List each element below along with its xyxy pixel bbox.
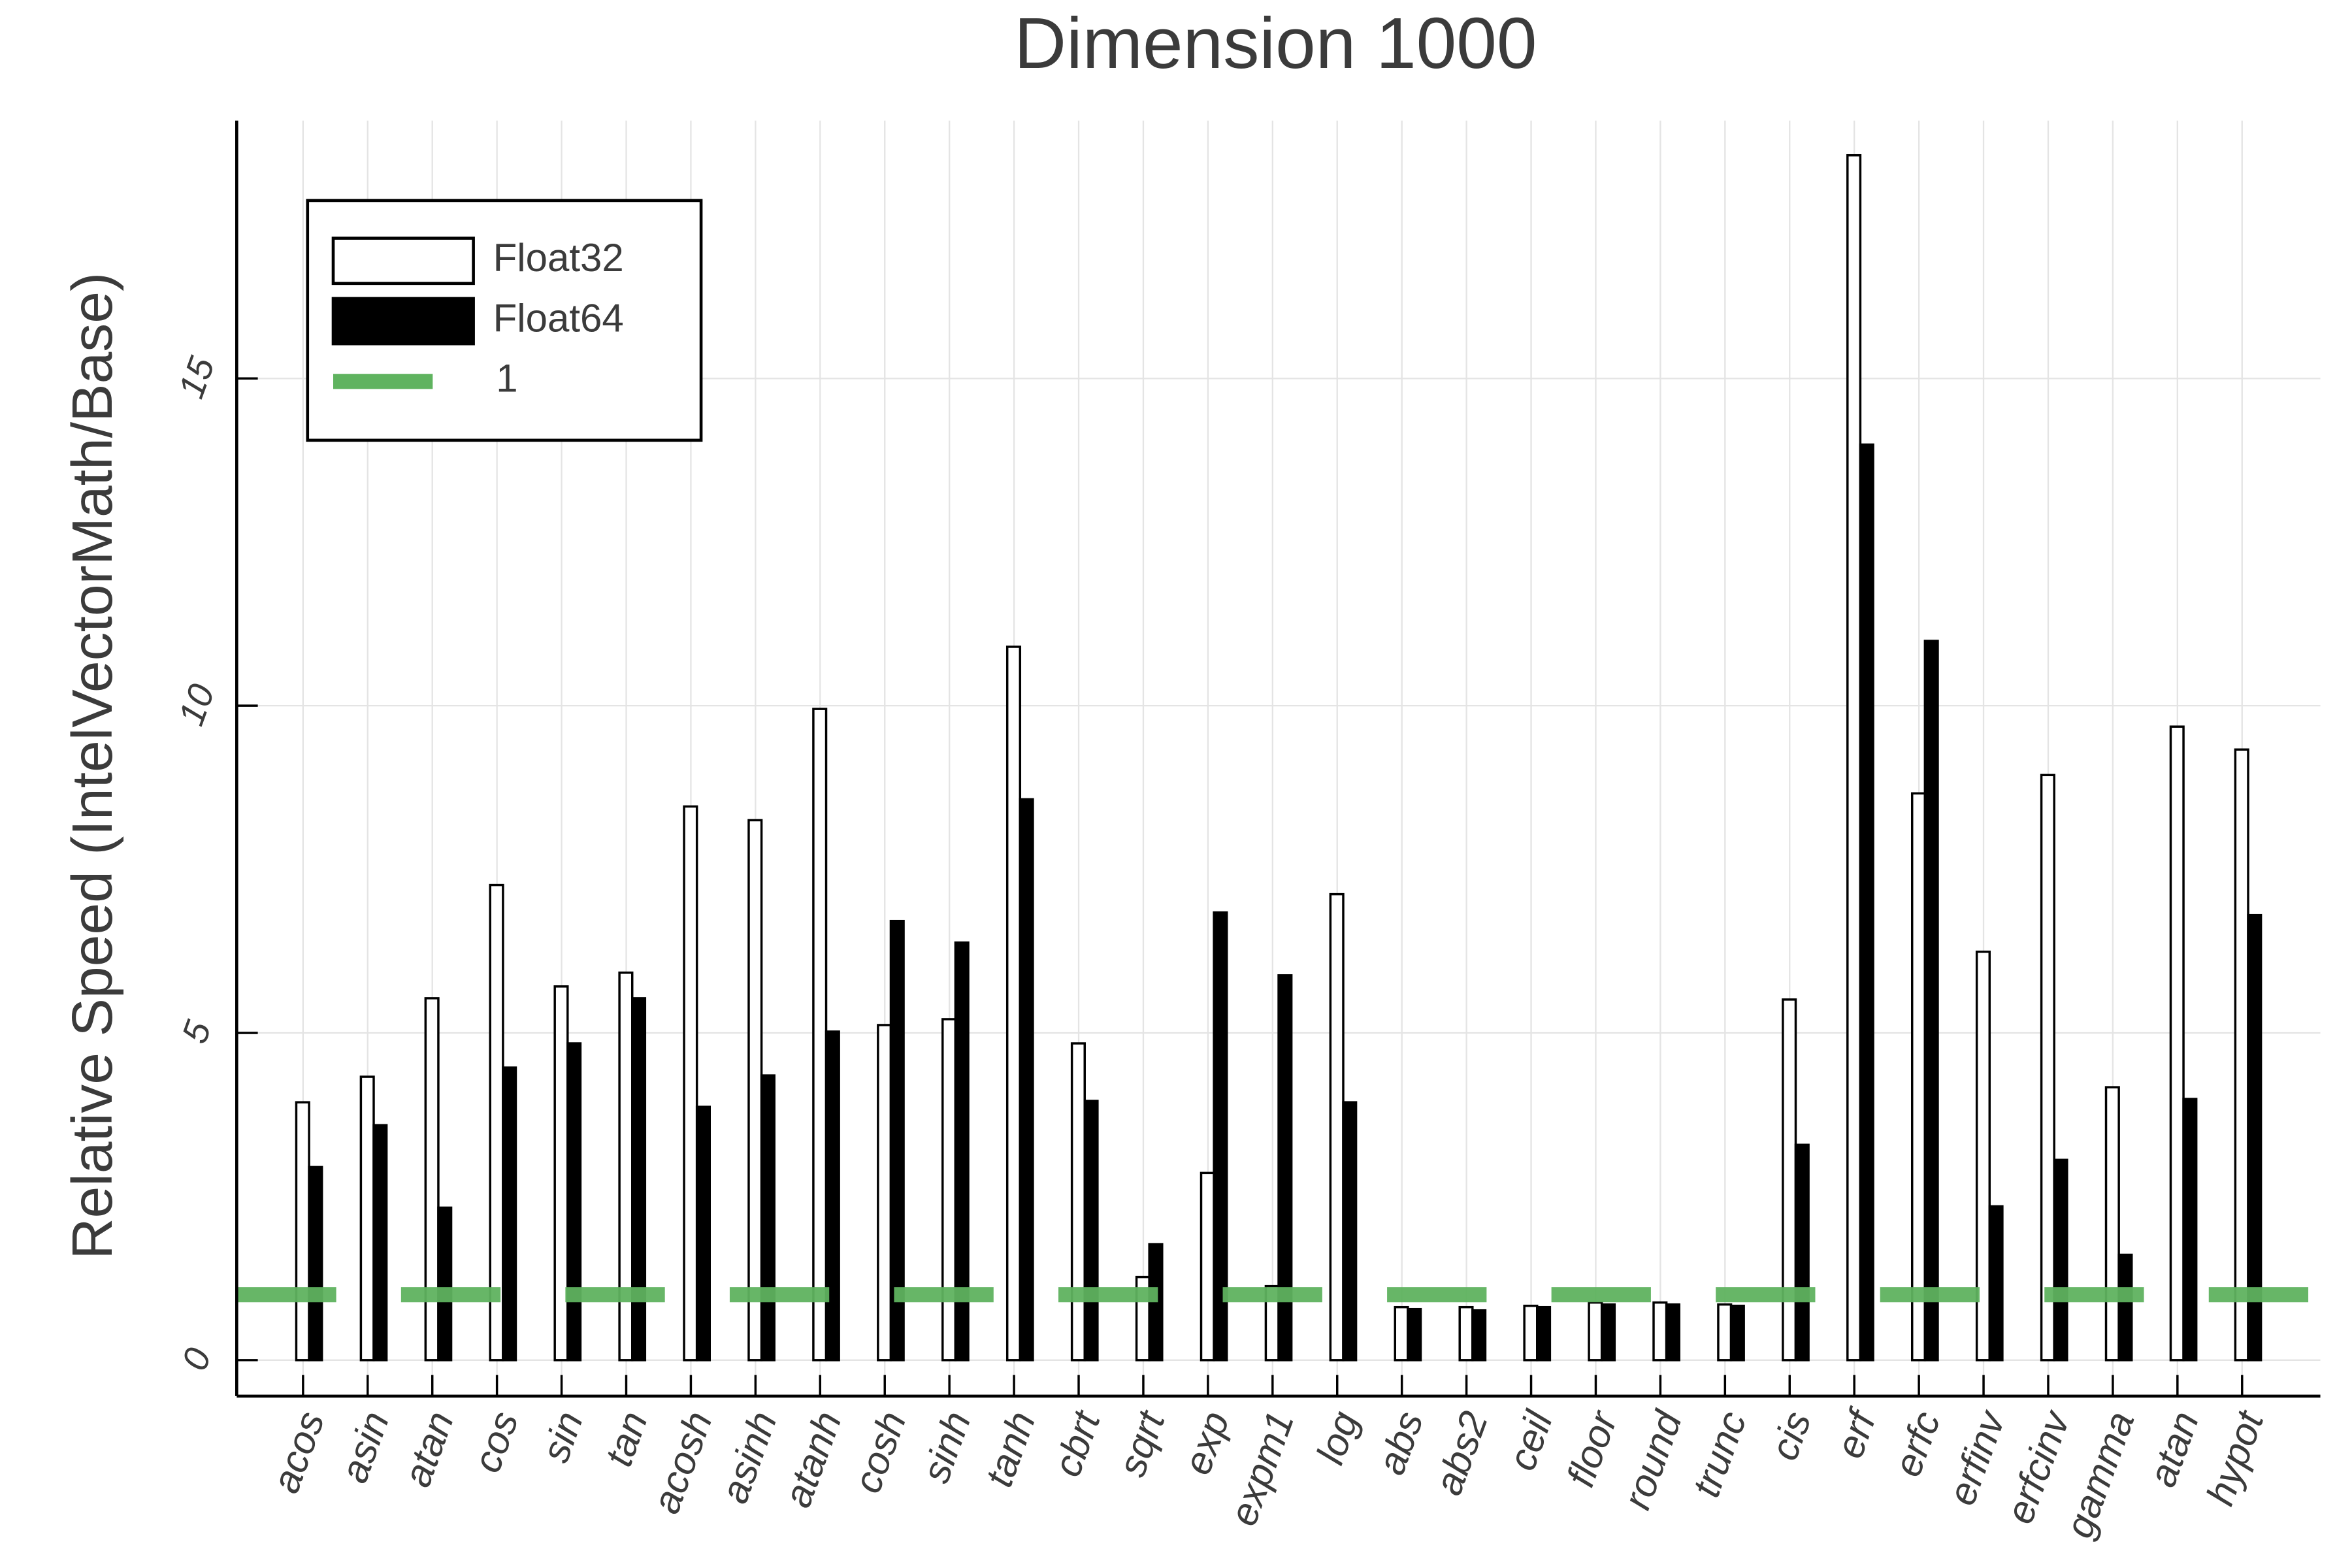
x-tick-label: tan <box>596 1406 656 1472</box>
bar <box>747 819 763 1362</box>
bar <box>2117 1253 2133 1362</box>
y-tick-label: 5 <box>174 1015 219 1048</box>
bar <box>1975 951 1991 1362</box>
bar <box>2182 1098 2198 1362</box>
bar <box>1471 1309 1487 1362</box>
bar <box>1600 1303 1616 1362</box>
bar <box>1588 1301 1603 1362</box>
bar <box>2104 1086 2120 1362</box>
bar <box>631 997 647 1362</box>
x-tick-label: acos <box>263 1406 333 1499</box>
x-tick-label: round <box>1615 1405 1691 1515</box>
bar <box>1407 1307 1422 1362</box>
bar <box>2040 774 2055 1362</box>
x-tick-label: cbrt <box>1045 1404 1109 1482</box>
x-tick-label: sin <box>533 1406 591 1468</box>
y-tick-label: 10 <box>171 679 222 730</box>
bar <box>1019 798 1034 1362</box>
x-tick-label: cos <box>465 1406 527 1478</box>
bar <box>1394 1305 1409 1362</box>
bar <box>1910 792 1927 1362</box>
chart-title: Dimension 1000 <box>1014 3 1537 84</box>
x-tick-label: exp <box>1175 1406 1237 1480</box>
x-tick-label: tanh <box>977 1406 1044 1493</box>
x-tick-label: ceil <box>1499 1405 1561 1476</box>
y-axis-label: Relative Speed (IntelVectorMath/Base) <box>60 272 124 1260</box>
bar <box>437 1206 453 1362</box>
x-tick-label: log <box>1308 1406 1367 1470</box>
x-tick-label: atan <box>2140 1406 2208 1493</box>
x-tick-label: floor <box>1558 1405 1626 1492</box>
x-tick-label: erfinv <box>1939 1404 2014 1511</box>
bar <box>825 1030 840 1362</box>
bar <box>2169 725 2185 1362</box>
bar <box>812 708 828 1362</box>
y-tick-label: 0 <box>174 1343 219 1375</box>
bar <box>372 1124 388 1362</box>
bar <box>1859 443 1874 1362</box>
bar <box>553 985 569 1362</box>
bar <box>1652 1301 1668 1362</box>
bar <box>1213 911 1228 1362</box>
bar <box>1717 1303 1733 1362</box>
bar <box>1665 1303 1680 1362</box>
bar <box>1083 1100 1099 1362</box>
bar <box>1342 1101 1358 1362</box>
legend-swatch <box>331 297 475 346</box>
bar <box>954 941 970 1362</box>
bar <box>1200 1171 1215 1362</box>
x-tick-label: atan <box>395 1406 462 1493</box>
legend-label: 1 <box>496 357 517 400</box>
bar <box>1458 1305 1474 1362</box>
x-tick-label: asinh <box>712 1406 785 1509</box>
bar <box>889 919 905 1362</box>
bar <box>359 1075 375 1362</box>
bar <box>502 1066 517 1362</box>
bar <box>1988 1205 2004 1362</box>
x-tick-label: trunc <box>1684 1406 1755 1503</box>
bar <box>2053 1158 2068 1362</box>
x-tick-label: sqrt <box>1109 1404 1173 1482</box>
x-tick-label: abs <box>1369 1406 1431 1480</box>
bar <box>566 1042 582 1362</box>
legend-label: Float64 <box>493 296 624 340</box>
bar <box>308 1166 323 1362</box>
bar <box>877 1024 892 1362</box>
x-tick-label: atanh <box>776 1406 850 1513</box>
x-tick-label: erfc <box>1886 1406 1949 1482</box>
bar <box>695 1105 711 1362</box>
bar <box>2247 913 2262 1362</box>
legend-label: Float32 <box>493 236 624 280</box>
bar <box>1005 645 1022 1362</box>
bar <box>1846 154 1862 1362</box>
y-tick-label: 15 <box>171 351 222 403</box>
x-tick-label: sinh <box>913 1406 979 1488</box>
bar <box>424 997 440 1362</box>
bar <box>1536 1305 1552 1362</box>
x-tick-label: cosh <box>845 1406 914 1499</box>
bar <box>1070 1042 1086 1362</box>
bar <box>1277 974 1293 1362</box>
x-tick-label: cis <box>1762 1406 1820 1466</box>
x-tick-label: hypot <box>2198 1404 2272 1511</box>
bar <box>1794 1143 1810 1362</box>
bar <box>2234 748 2249 1362</box>
x-tick-label: erf <box>1827 1403 1886 1464</box>
bar <box>760 1074 776 1362</box>
bar <box>1329 892 1345 1362</box>
bar <box>1523 1304 1539 1362</box>
legend-swatch <box>331 237 475 286</box>
bar <box>683 805 698 1362</box>
x-tick-label: asin <box>332 1406 398 1488</box>
bar <box>1923 640 1939 1362</box>
bar <box>1782 998 1797 1362</box>
bar <box>295 1101 310 1362</box>
bar <box>941 1018 957 1362</box>
x-tick-label: abs2 <box>1426 1406 1496 1501</box>
bar <box>1729 1304 1745 1362</box>
